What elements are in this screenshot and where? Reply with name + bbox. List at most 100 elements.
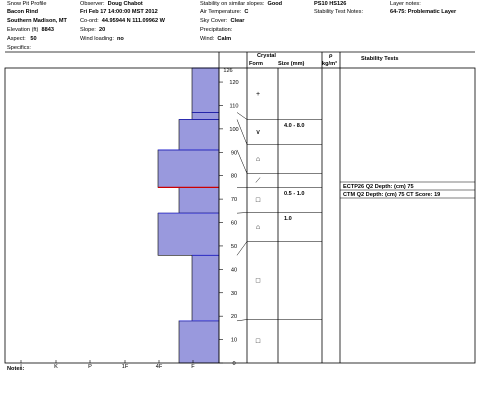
stability-value: Good: [267, 1, 283, 7]
depth-tick-label: 90: [231, 150, 237, 156]
pit-id: PS10 HS126: [314, 1, 347, 7]
precip-label: Precipitation:: [200, 27, 233, 33]
size-header: Size (mm): [278, 61, 305, 67]
hardness-bar: [157, 212, 220, 256]
crystal-form-icon: □: [256, 197, 261, 204]
layer-connector: [236, 149, 248, 174]
crystal-size: 0.5 - 1.0: [284, 191, 305, 197]
stability-tests-header: Stability Tests: [361, 56, 399, 62]
depth-tick-label: 40: [231, 267, 237, 273]
sky-value: Clear: [230, 18, 245, 24]
profile-frame: [4, 51, 476, 364]
location-name: Bacon Rind: [7, 9, 39, 15]
wind-row: Wind: Calm: [200, 36, 231, 43]
region-name: Southern Madison, MT: [7, 18, 67, 24]
layer-connector: [236, 319, 248, 322]
aspect-label: Aspect:: [7, 36, 26, 42]
wind-loading-label: Wind loading:: [80, 36, 114, 42]
crystal-form-icon: ⟋: [256, 177, 261, 185]
specifics-label: Specifics:: [7, 45, 31, 51]
slope-value: 20: [98, 27, 106, 33]
hardness-bar: [191, 112, 220, 120]
slope-label: Slope:: [80, 27, 96, 33]
layer-connector: [236, 119, 248, 145]
hardness-bar: [157, 149, 220, 188]
coord-row: Co-ord: 44.95944 N 111.09962 W: [80, 18, 165, 25]
observer-value: Doug Chabot: [107, 1, 143, 7]
hardness-tick-label: P: [88, 364, 92, 370]
depth-tick-label: 110: [230, 103, 239, 109]
hardness-bar: [191, 255, 220, 322]
depth-top-label: 126: [223, 68, 232, 74]
crystal-header: Crystal: [257, 53, 276, 59]
depth-tick-label: 20: [231, 314, 237, 320]
hardness-bar: [178, 320, 220, 364]
stability-test-entry: ECTP26 Q2 Depth: (cm) 75: [343, 184, 414, 190]
layer-notes-value: 64-75: Problematic Layer: [390, 9, 457, 15]
observer-label: Observer:: [80, 1, 105, 7]
elevation-row: Elevation (ft) 8843: [7, 27, 54, 34]
depth-tick-label: 80: [231, 174, 237, 180]
layer-connector: [236, 212, 248, 214]
crystal-form-icon: □: [256, 338, 261, 345]
depth-tick-label: 70: [231, 197, 237, 203]
rho-header: ρ: [329, 53, 333, 59]
wind-label: Wind:: [200, 36, 215, 42]
hardness-tick-label: K: [54, 364, 58, 370]
airtemp-value: C: [244, 9, 249, 15]
crystal-form-icon: □: [256, 278, 261, 285]
stability-label: Stability on similar slopes:: [200, 1, 265, 7]
depth-tick-label: 10: [231, 338, 237, 344]
hardness-bar: [191, 67, 220, 113]
report-title: Snow Pit Profile: [7, 1, 47, 7]
aspect-value: 50: [30, 36, 37, 42]
crystal-size: 4.0 - 8.0: [284, 123, 305, 129]
hardness-tick-label: F: [191, 364, 195, 370]
wind-loading-value: no: [117, 36, 124, 42]
aspect-row: Aspect: 50: [7, 36, 37, 43]
hardness-tick-label: 1F: [122, 364, 129, 370]
stability-notes-label: Stability Test Notes:: [314, 9, 364, 15]
layer-connector: [236, 112, 248, 120]
sky-row: Sky Cover: Clear: [200, 18, 244, 25]
wind-value: Calm: [217, 36, 232, 42]
density-unit-header: kg/m³: [322, 61, 337, 67]
notes-label: Notes:: [7, 366, 25, 372]
stability-tests-list: ECTP26 Q2 Depth: (cm) 75 CTM Q2 Depth: (c…: [340, 181, 475, 199]
crystal-table: + ∨ 4.0 - 8.0 ⌂ ⟋ □ 0.5 - 1.0 ⌂ 1.0 □ □: [236, 91, 322, 345]
crystal-form-icon: +: [256, 91, 260, 98]
hardness-tick-label: 4F: [156, 364, 163, 370]
elevation-label: Elevation (ft): [7, 27, 39, 33]
crystal-form-icon: ⌂: [256, 156, 260, 163]
form-header: Form: [249, 61, 263, 67]
depth-tick-label: 0: [232, 361, 235, 367]
stability-test-entry: CTM Q2 Depth: (cm) 75 CT Score: 19: [343, 192, 440, 198]
depth-tick-label: 120: [229, 80, 238, 86]
stability-notes-row: Stability Test Notes:: [314, 9, 363, 16]
crystal-size: 1.0: [284, 216, 292, 222]
elevation-value: 8843: [41, 27, 54, 33]
crystal-form-icon: ⌂: [256, 224, 260, 231]
observer-row: Observer: Doug Chabot: [80, 1, 143, 8]
stability-row: Stability on similar slopes: Good: [200, 1, 282, 8]
coord-value: 44.95944 N 111.09962 W: [101, 18, 165, 24]
hardness-bar: [178, 119, 220, 151]
date-value: Fri Feb 17 14:00:00 MST 2012: [80, 9, 158, 15]
airtemp-row: Air Temperature: C: [200, 9, 248, 16]
depth-tick-label: 60: [231, 221, 237, 227]
depth-tick-label: 100: [229, 127, 238, 133]
layer-notes-label: Layer notes:: [390, 1, 421, 7]
hardness-tick-label: I: [20, 364, 22, 370]
airtemp-label: Air Temperature:: [200, 9, 242, 15]
wind-loading-row: Wind loading: no: [80, 36, 124, 43]
slope-row: Slope: 20: [80, 27, 105, 34]
hardness-bar: [178, 187, 220, 214]
coord-label: Co-ord:: [80, 18, 99, 24]
sky-label: Sky Cover:: [200, 18, 228, 24]
depth-tick-label: 50: [231, 244, 237, 250]
hardness-bars: [157, 67, 220, 364]
hardness-axis: I K P 1F 4F F: [20, 360, 195, 370]
crystal-form-icon: ∨: [255, 129, 260, 136]
